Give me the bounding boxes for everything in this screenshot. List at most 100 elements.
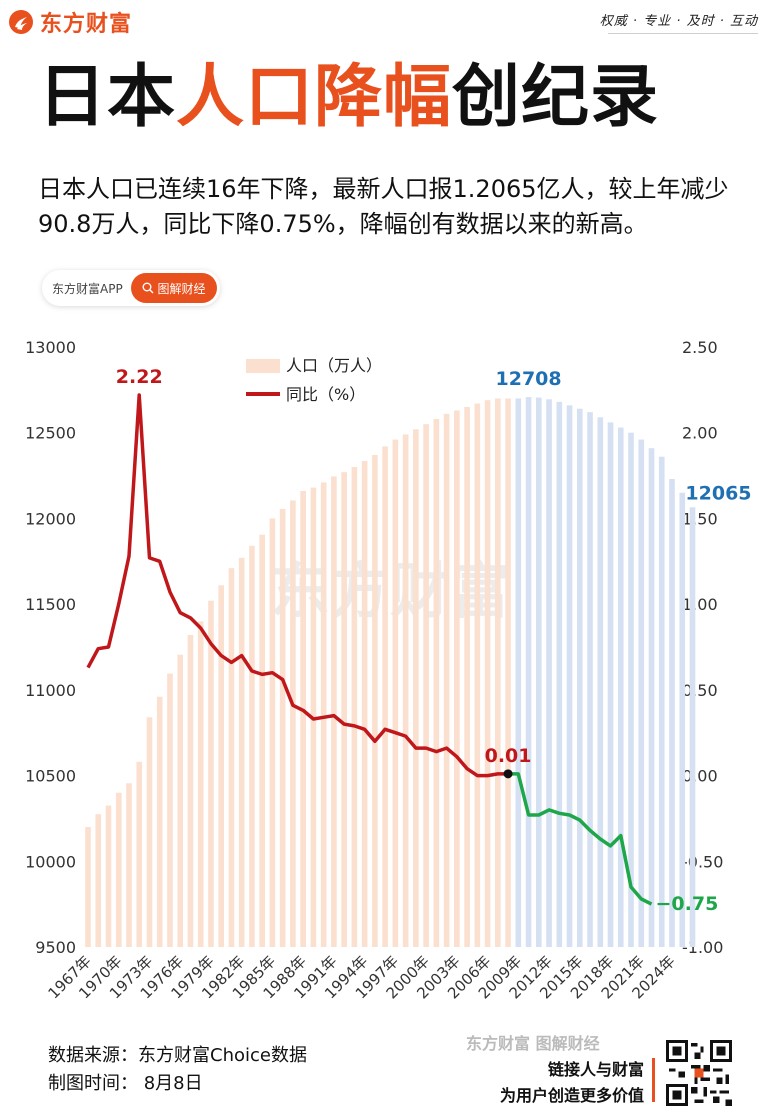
left-axis-tick-label: 11000 xyxy=(25,681,76,700)
tujie-button-label: 图解财经 xyxy=(157,281,206,296)
footer-tagline-2: 为用户创造更多价值 xyxy=(499,1086,644,1105)
population-bar xyxy=(576,408,583,947)
population-bar xyxy=(515,398,522,947)
right-axis-tick-label: 2.00 xyxy=(682,424,718,443)
population-bar xyxy=(474,403,481,948)
footer-date-text: 制图时间： 8月8日 xyxy=(48,1073,203,1094)
line-series xyxy=(86,393,653,906)
population-bar xyxy=(177,654,184,947)
turning-point-marker xyxy=(503,769,513,779)
population-bar xyxy=(187,635,194,947)
population-bar xyxy=(115,792,122,947)
population-bar xyxy=(105,805,112,947)
population-bar xyxy=(300,491,306,947)
title-part2: 创纪录 xyxy=(452,58,660,137)
footer-accent-bar xyxy=(652,1058,655,1102)
population-bar xyxy=(597,417,604,947)
watermark-text: 东方财富 xyxy=(270,557,510,627)
population-bar xyxy=(669,479,675,947)
qr-code-icon[interactable] xyxy=(666,1040,732,1106)
title-highlight: 人口降幅 xyxy=(176,58,453,137)
population-bar xyxy=(290,500,296,947)
population-bar xyxy=(535,397,542,948)
title-part1: 日本 xyxy=(38,58,177,137)
page-title: 日本人口降幅创纪录 xyxy=(38,64,659,132)
population-bar xyxy=(269,518,276,947)
population-bar xyxy=(648,448,655,947)
footer-tagline-1: 链接人与财富 xyxy=(547,1060,644,1079)
bar-series xyxy=(85,397,696,948)
population-bar xyxy=(238,557,245,947)
population-bar xyxy=(126,783,132,947)
flame-logo-icon xyxy=(9,10,33,34)
population-bar xyxy=(423,424,429,948)
population-bar xyxy=(484,400,491,948)
population-bar xyxy=(341,472,347,947)
population-bar xyxy=(679,492,686,947)
yoy-line-rising xyxy=(86,393,509,778)
population-bar xyxy=(413,429,419,947)
brand-logo: 东方财富 xyxy=(8,6,132,38)
right-axis-tick-label: 0.50 xyxy=(682,681,718,700)
last-line-label: −0.75 xyxy=(656,893,719,915)
chart-legend: 人口（万人） 同比（%） xyxy=(246,356,382,404)
population-bar xyxy=(443,413,450,947)
population-bar xyxy=(85,827,91,947)
pill-app-label: 东方财富APP xyxy=(52,281,123,296)
yoy-line-falling xyxy=(508,772,653,906)
population-bar xyxy=(136,761,143,947)
brand-name: 东方财富 xyxy=(40,12,133,37)
left-axis-tick-label: 10000 xyxy=(25,852,76,871)
population-bar xyxy=(658,456,665,947)
chart-annotations: 2.22 12708 12065 0.01 −0.75 xyxy=(116,366,752,915)
left-axis-tick-label: 12000 xyxy=(25,509,76,528)
search-pill[interactable]: 东方财富APP 图解财经 xyxy=(42,270,220,306)
population-bar xyxy=(331,476,337,947)
population-bar xyxy=(638,439,645,947)
left-axis-tick-label: 10500 xyxy=(25,767,76,786)
population-bar xyxy=(617,427,624,948)
population-bar xyxy=(689,507,696,947)
population-bar xyxy=(156,696,163,947)
last-bar-label: 12065 xyxy=(685,482,751,504)
population-bar xyxy=(167,673,173,947)
peak-line-label: 2.22 xyxy=(116,366,163,388)
right-axis-tick-label: 1.50 xyxy=(682,509,718,528)
population-bar xyxy=(566,405,573,947)
population-chart: 东方财富 9500 10000 10500 11000 11500 12000 12500 1… xyxy=(25,338,752,1002)
population-bar xyxy=(628,432,634,947)
population-bar xyxy=(208,600,214,947)
population-bar xyxy=(556,401,563,947)
turn-line-label: 0.01 xyxy=(485,745,532,767)
population-bar xyxy=(279,509,286,947)
population-bar xyxy=(525,397,532,947)
legend-line-label: 同比（%） xyxy=(286,385,365,404)
population-bar xyxy=(228,568,235,947)
legend-bar-swatch xyxy=(246,359,280,373)
population-bar xyxy=(392,439,399,947)
left-axis-tick-label: 12500 xyxy=(25,424,76,443)
population-bar xyxy=(372,455,378,947)
footer-brand-watermark: 东方财富 图解财经 xyxy=(466,1034,600,1053)
population-bar xyxy=(505,398,511,947)
population-bar xyxy=(197,621,204,947)
left-axis-tick-label: 11500 xyxy=(25,595,76,614)
population-bar xyxy=(433,419,440,947)
population-bar xyxy=(95,814,102,947)
peak-bar-label: 12708 xyxy=(496,368,562,390)
population-bar xyxy=(587,412,593,948)
population-bar xyxy=(464,407,470,947)
population-bar xyxy=(351,467,358,947)
right-axis-tick-label: -1.00 xyxy=(682,938,723,957)
population-bar xyxy=(218,585,225,947)
page-subtitle: 日本人口已连续16年下降，最新人口报1.2065亿人，较上年减少90.8万人，同… xyxy=(38,175,729,238)
population-bar xyxy=(249,545,255,947)
population-bar xyxy=(382,446,388,947)
right-axis-tick-label: -0.50 xyxy=(682,852,723,871)
brand-slogan: 权威 · 专业 · 及时 · 互动 xyxy=(599,14,758,29)
legend-bar-label: 人口（万人） xyxy=(286,356,382,375)
tujie-button[interactable]: 图解财经 xyxy=(131,273,217,303)
right-axis-tick-label: 0.00 xyxy=(682,767,718,786)
footer-source: 数据来源：东方财富Choice数据 制图时间： 8月8日 xyxy=(48,1042,307,1098)
chart-watermark: 东方财富 xyxy=(270,557,510,627)
